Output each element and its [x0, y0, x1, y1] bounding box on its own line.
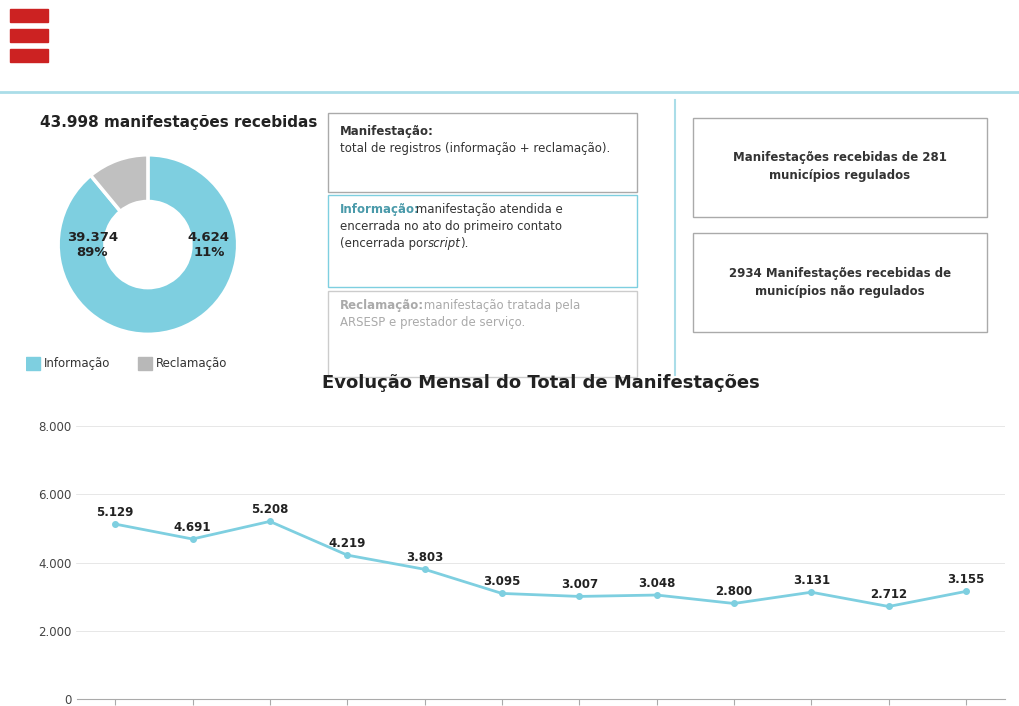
Text: total de registros (informação + reclamação).: total de registros (informação + reclama…	[339, 142, 609, 155]
Bar	[10, 49, 48, 62]
Text: 3.095: 3.095	[483, 575, 520, 588]
Text: Reclamação:: Reclamação:	[339, 299, 424, 312]
Text: script: script	[428, 237, 461, 250]
Text: 3.131: 3.131	[792, 574, 829, 587]
Text: 43.998 manifestações recebidas: 43.998 manifestações recebidas	[40, 115, 317, 130]
Text: encerrada no ato do primeiro contato: encerrada no ato do primeiro contato	[339, 220, 561, 233]
FancyBboxPatch shape	[692, 118, 986, 217]
Text: 5.129: 5.129	[97, 505, 133, 519]
Text: 2.800: 2.800	[714, 585, 752, 598]
Bar	[10, 29, 48, 42]
Text: 3.048: 3.048	[637, 577, 675, 590]
Text: DO ESTADO DE SÃO PAULO: DO ESTADO DE SÃO PAULO	[55, 39, 145, 46]
Bar	[10, 9, 48, 22]
Text: 2012: 2012	[924, 23, 994, 47]
Bar	[138, 357, 152, 371]
Text: Saneamento: Saneamento	[215, 45, 364, 69]
Ellipse shape	[0, 70, 1019, 230]
Text: manifestação tratada pela: manifestação tratada pela	[420, 299, 580, 312]
Text: 2934 Manifestações recebidas de
municípios não regulados: 2934 Manifestações recebidas de municípi…	[729, 266, 950, 297]
Text: ARSESP: ARSESP	[55, 12, 98, 22]
Text: 3.007: 3.007	[560, 578, 597, 591]
Text: 39.374
89%: 39.374 89%	[66, 231, 118, 258]
Text: Reclamação: Reclamação	[156, 357, 227, 371]
Text: Relatório do Serviço de Atendimento ao Usuário: Relatório do Serviço de Atendimento ao U…	[215, 10, 782, 35]
Text: ARSESP e prestador de serviço.: ARSESP e prestador de serviço.	[339, 316, 525, 329]
Text: 3.803: 3.803	[406, 551, 443, 564]
Text: 3.155: 3.155	[947, 573, 983, 586]
Text: 4.219: 4.219	[328, 537, 366, 550]
Wedge shape	[58, 155, 237, 335]
Wedge shape	[91, 155, 148, 211]
Text: Anual: Anual	[861, 28, 897, 42]
Text: 2.712: 2.712	[869, 588, 906, 601]
Title: Evolução Mensal do Total de Manifestações: Evolução Mensal do Total de Manifestaçõe…	[321, 374, 759, 392]
FancyBboxPatch shape	[328, 291, 637, 377]
Text: Manifestação:: Manifestação:	[339, 125, 433, 138]
Text: Informação: Informação	[44, 357, 110, 371]
Text: ).: ).	[460, 237, 468, 250]
Text: (encerrada por: (encerrada por	[339, 237, 431, 250]
Text: 4.691: 4.691	[173, 520, 211, 534]
FancyBboxPatch shape	[328, 113, 637, 192]
Text: AGÊNCIA REGULADORA DE: AGÊNCIA REGULADORA DE	[55, 23, 144, 30]
Text: 5.208: 5.208	[251, 503, 288, 516]
Bar	[25, 357, 40, 371]
Text: SANEAMENTO E ENERGIA: SANEAMENTO E ENERGIA	[55, 31, 139, 37]
Text: Manifestações recebidas de 281
municípios regulados: Manifestações recebidas de 281 município…	[733, 152, 946, 182]
Text: 4.624
11%: 4.624 11%	[187, 231, 229, 258]
Text: Informação:: Informação:	[339, 203, 420, 216]
FancyBboxPatch shape	[328, 195, 637, 287]
FancyBboxPatch shape	[692, 233, 986, 332]
Text: manifestação atendida e: manifestação atendida e	[412, 203, 562, 216]
